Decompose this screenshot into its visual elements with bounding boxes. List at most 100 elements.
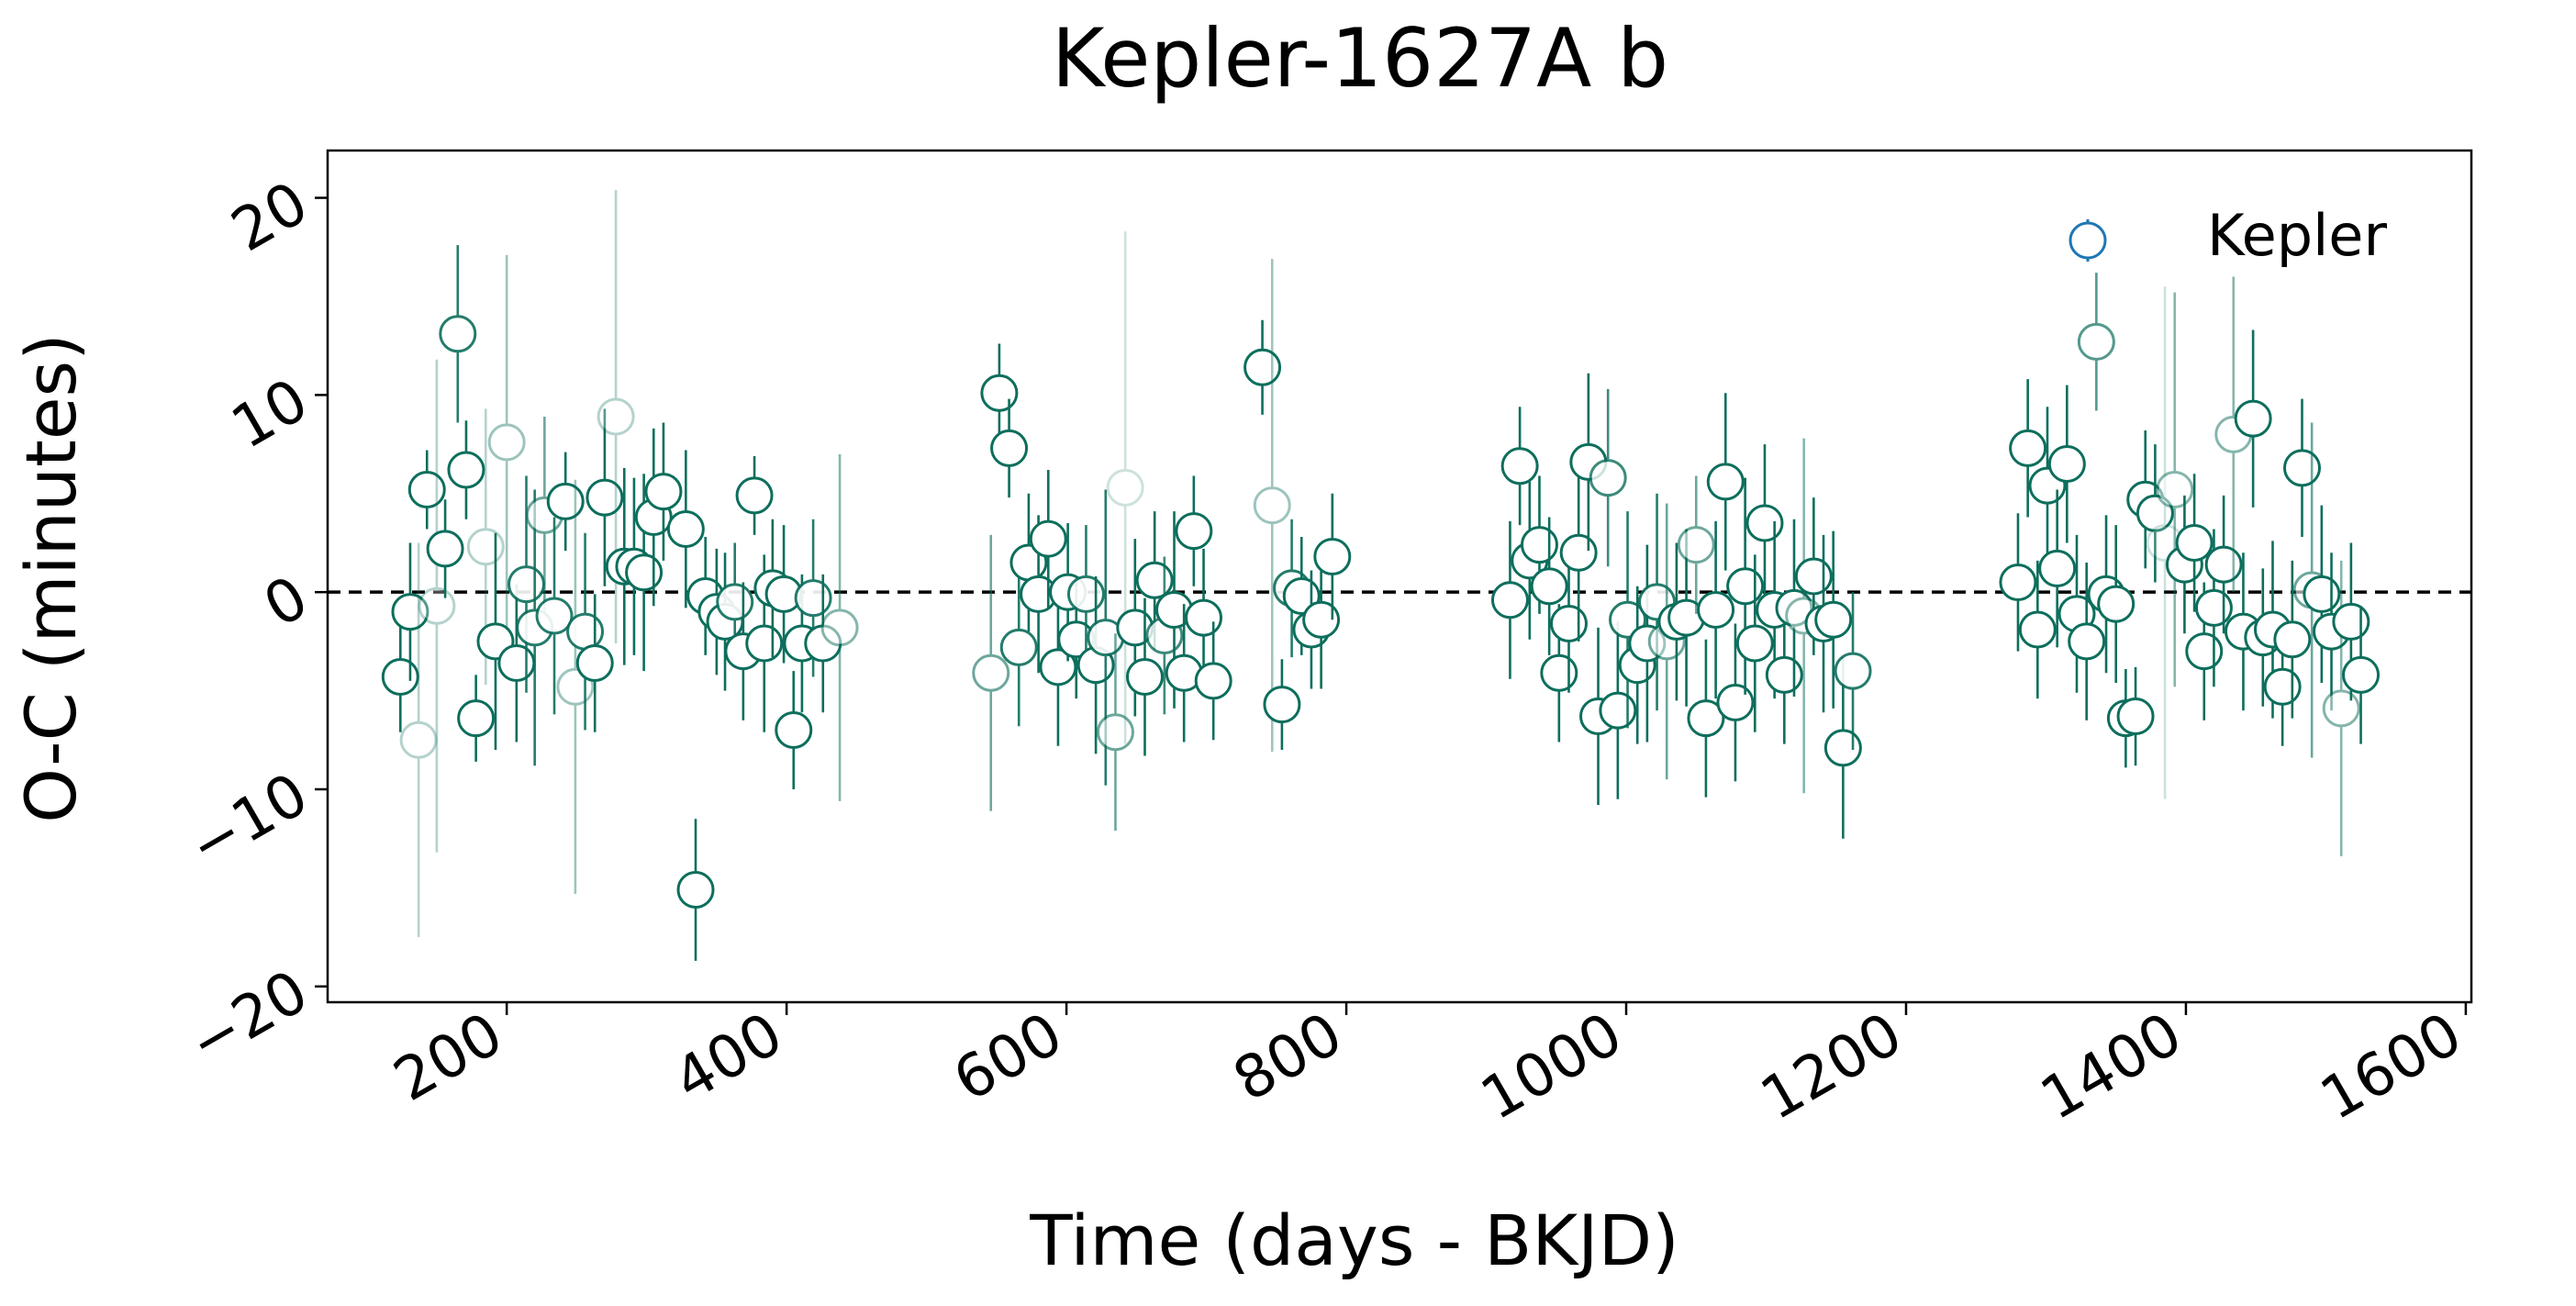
data-point bbox=[1687, 639, 1725, 798]
data-point bbox=[1490, 520, 1529, 679]
point-marker bbox=[1175, 512, 1213, 551]
data-point bbox=[2273, 560, 2312, 719]
point-marker bbox=[1697, 591, 1735, 630]
data-point bbox=[2097, 525, 2136, 683]
data-point bbox=[1530, 517, 1568, 655]
point-marker bbox=[676, 871, 715, 910]
data-point bbox=[735, 455, 774, 535]
chart-title: Kepler-1627A b bbox=[1052, 11, 1668, 106]
point-marker bbox=[999, 628, 1038, 666]
point-marker bbox=[2332, 602, 2370, 641]
point-marker bbox=[1794, 557, 1833, 596]
data-point bbox=[585, 408, 624, 586]
point-marker bbox=[407, 470, 446, 508]
point-marker bbox=[735, 476, 774, 515]
point-marker bbox=[1677, 526, 1715, 564]
point-marker bbox=[980, 374, 1019, 412]
point-marker bbox=[2116, 698, 2155, 736]
point-marker bbox=[2342, 655, 2381, 694]
data-point bbox=[820, 453, 859, 801]
data-point bbox=[1697, 520, 1735, 699]
data-point bbox=[666, 450, 705, 608]
point-marker bbox=[1559, 533, 1598, 572]
point-marker bbox=[1096, 713, 1134, 752]
point-marker bbox=[507, 565, 546, 604]
point-marker bbox=[597, 397, 635, 436]
point-marker bbox=[1253, 486, 1291, 525]
point-marker bbox=[1135, 561, 1174, 599]
data-point bbox=[972, 534, 1010, 811]
point-marker bbox=[2273, 620, 2312, 659]
point-marker bbox=[1834, 652, 1872, 690]
data-point bbox=[1096, 633, 1134, 832]
point-marker bbox=[1550, 605, 1589, 643]
point-marker bbox=[625, 553, 664, 592]
point-marker bbox=[2185, 632, 2224, 671]
data-point bbox=[2047, 385, 2086, 543]
data-point bbox=[487, 254, 526, 630]
point-marker bbox=[1185, 598, 1223, 637]
point-marker bbox=[2234, 399, 2272, 438]
point-marker bbox=[1490, 581, 1529, 620]
data-point bbox=[990, 398, 1029, 498]
point-marker bbox=[1530, 567, 1568, 606]
data-point bbox=[1106, 231, 1144, 744]
data-point bbox=[1999, 513, 2037, 652]
data-point bbox=[2038, 489, 2077, 648]
point-marker bbox=[2068, 622, 2106, 661]
data-point bbox=[1834, 592, 1872, 751]
point-marker bbox=[1589, 459, 1627, 497]
data-point bbox=[2175, 474, 2214, 612]
point-marker bbox=[820, 608, 859, 647]
point-marker bbox=[2018, 610, 2057, 649]
data-point bbox=[2234, 329, 2272, 508]
point-marker bbox=[1066, 575, 1105, 613]
legend: Kepler bbox=[2069, 202, 2387, 269]
data-point bbox=[999, 568, 1038, 727]
point-marker bbox=[1302, 600, 1341, 639]
data-point bbox=[391, 542, 429, 681]
point-marker bbox=[457, 699, 496, 738]
point-marker bbox=[1263, 686, 1301, 724]
data-point bbox=[1243, 319, 1282, 415]
point-marker bbox=[575, 644, 614, 683]
point-marker bbox=[391, 593, 429, 631]
data-point bbox=[1194, 621, 1232, 741]
point-marker bbox=[1194, 662, 1232, 700]
point-marker bbox=[1520, 526, 1558, 564]
data-point bbox=[546, 452, 585, 552]
plot-frame bbox=[326, 149, 2473, 1004]
point-marker bbox=[794, 579, 832, 618]
data-point bbox=[407, 450, 446, 530]
point-marker bbox=[418, 586, 456, 625]
point-marker bbox=[1706, 463, 1745, 501]
point-marker bbox=[2194, 588, 2233, 627]
point-marker bbox=[2156, 470, 2194, 508]
point-marker bbox=[745, 624, 784, 663]
data-point bbox=[1029, 470, 1067, 608]
point-marker bbox=[2038, 549, 2077, 587]
point-marker bbox=[775, 711, 813, 750]
point-marker bbox=[666, 509, 705, 548]
point-marker bbox=[1726, 567, 1765, 606]
point-marker bbox=[1745, 504, 1784, 542]
point-marker bbox=[2322, 689, 2360, 728]
legend-marker bbox=[2069, 221, 2107, 260]
point-marker bbox=[1765, 655, 1803, 694]
point-marker bbox=[1999, 563, 2037, 601]
point-marker bbox=[1540, 653, 1578, 692]
point-marker bbox=[2097, 585, 2136, 623]
data-point bbox=[1253, 259, 1291, 753]
point-marker bbox=[644, 473, 683, 511]
point-marker bbox=[381, 658, 419, 697]
data-point bbox=[418, 359, 456, 853]
data-point bbox=[644, 422, 683, 561]
legend-entry-kepler: Kepler bbox=[2207, 202, 2387, 269]
point-marker bbox=[1243, 348, 1282, 386]
point-marker bbox=[2009, 429, 2047, 467]
data-point bbox=[2116, 666, 2155, 766]
data-point bbox=[1814, 530, 1853, 709]
point-marker bbox=[1106, 468, 1144, 507]
point-marker bbox=[1735, 624, 1774, 663]
